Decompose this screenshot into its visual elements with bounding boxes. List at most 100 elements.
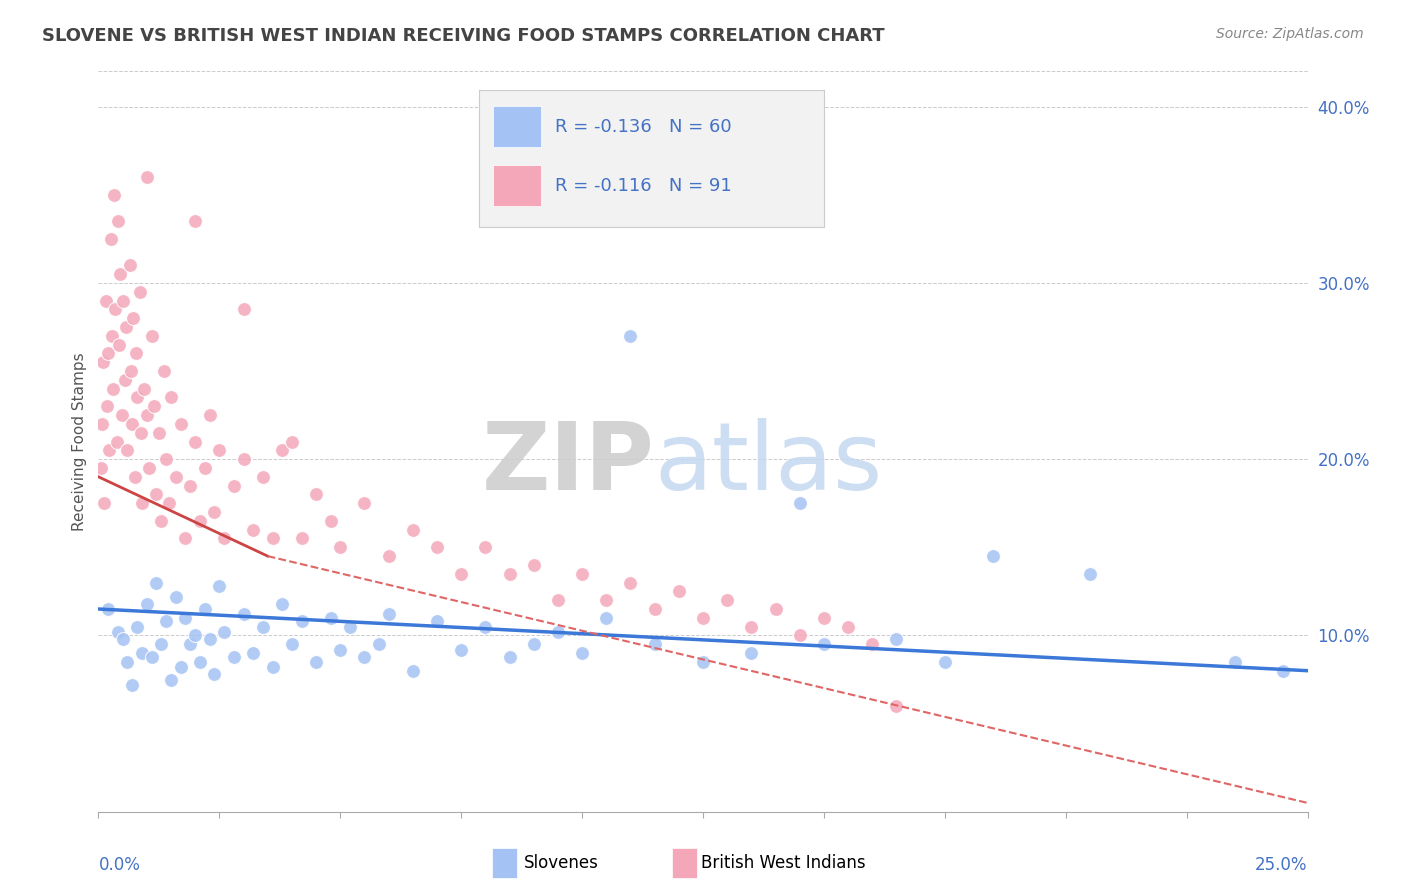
Point bbox=[271, 443, 294, 458]
Point bbox=[242, 646, 264, 660]
Point bbox=[204, 505, 226, 519]
Point bbox=[402, 664, 425, 678]
Point bbox=[619, 328, 641, 343]
Point bbox=[319, 514, 342, 528]
Point bbox=[101, 382, 124, 396]
Y-axis label: Receiving Food Stamps: Receiving Food Stamps bbox=[72, 352, 87, 531]
Point bbox=[125, 346, 148, 360]
Point bbox=[131, 496, 153, 510]
Point bbox=[135, 597, 157, 611]
Point bbox=[122, 311, 145, 326]
Point bbox=[232, 452, 254, 467]
Point bbox=[498, 566, 520, 581]
Point bbox=[118, 258, 141, 272]
Point bbox=[157, 496, 180, 510]
Point bbox=[837, 620, 859, 634]
Point bbox=[188, 514, 211, 528]
Point bbox=[94, 293, 117, 308]
Point bbox=[271, 597, 294, 611]
Point bbox=[290, 532, 312, 546]
Point bbox=[120, 364, 142, 378]
Point bbox=[184, 214, 207, 228]
Text: ZIP: ZIP bbox=[482, 417, 655, 509]
Point bbox=[547, 624, 569, 639]
FancyBboxPatch shape bbox=[672, 847, 697, 878]
Point bbox=[145, 575, 167, 590]
Point bbox=[97, 346, 120, 360]
Point bbox=[208, 579, 231, 593]
Point bbox=[339, 620, 361, 634]
Point bbox=[141, 328, 163, 343]
Point bbox=[474, 541, 496, 555]
Point bbox=[262, 532, 284, 546]
Point bbox=[281, 434, 304, 449]
Text: Slovenes: Slovenes bbox=[523, 854, 599, 871]
Point bbox=[232, 302, 254, 317]
Point bbox=[90, 461, 112, 475]
Point bbox=[860, 637, 883, 651]
Point bbox=[981, 549, 1004, 563]
Point bbox=[281, 637, 304, 651]
Point bbox=[353, 649, 375, 664]
Point bbox=[523, 637, 546, 651]
Point bbox=[184, 628, 207, 642]
Point bbox=[813, 611, 835, 625]
Point bbox=[145, 487, 167, 501]
Point bbox=[179, 478, 201, 492]
Point bbox=[789, 496, 811, 510]
Point bbox=[886, 632, 908, 646]
Point bbox=[1078, 566, 1101, 581]
Point bbox=[252, 620, 274, 634]
Point bbox=[160, 673, 183, 687]
Point bbox=[138, 461, 160, 475]
Point bbox=[194, 461, 217, 475]
Point bbox=[155, 452, 177, 467]
Point bbox=[571, 646, 593, 660]
Point bbox=[91, 417, 114, 431]
Point bbox=[692, 655, 714, 669]
Point bbox=[127, 391, 149, 405]
Point bbox=[402, 523, 425, 537]
FancyBboxPatch shape bbox=[492, 847, 517, 878]
Point bbox=[150, 637, 173, 651]
Point bbox=[547, 593, 569, 607]
Point bbox=[305, 487, 328, 501]
Point bbox=[152, 364, 174, 378]
Text: SLOVENE VS BRITISH WEST INDIAN RECEIVING FOOD STAMPS CORRELATION CHART: SLOVENE VS BRITISH WEST INDIAN RECEIVING… bbox=[42, 27, 884, 45]
Point bbox=[165, 470, 187, 484]
Point bbox=[426, 615, 449, 629]
Point bbox=[169, 660, 191, 674]
Point bbox=[101, 328, 124, 343]
Text: 25.0%: 25.0% bbox=[1256, 855, 1308, 874]
Point bbox=[135, 408, 157, 422]
Point bbox=[1272, 664, 1295, 678]
Point bbox=[107, 214, 129, 228]
Point bbox=[305, 655, 328, 669]
Point bbox=[222, 478, 245, 492]
Point bbox=[232, 607, 254, 622]
Text: British West Indians: British West Indians bbox=[702, 854, 866, 871]
Point bbox=[114, 373, 136, 387]
Point bbox=[135, 170, 157, 185]
Point bbox=[886, 698, 908, 713]
Point bbox=[97, 602, 120, 616]
Point bbox=[319, 611, 342, 625]
Point bbox=[104, 302, 127, 317]
Point bbox=[100, 232, 122, 246]
Point bbox=[368, 637, 391, 651]
Point bbox=[198, 408, 221, 422]
Point bbox=[174, 532, 197, 546]
Point bbox=[150, 514, 173, 528]
Point bbox=[329, 541, 352, 555]
Point bbox=[121, 678, 143, 692]
Point bbox=[329, 642, 352, 657]
Point bbox=[148, 425, 170, 440]
Point bbox=[117, 655, 139, 669]
Point bbox=[127, 620, 149, 634]
Point bbox=[103, 187, 125, 202]
Point bbox=[595, 593, 617, 607]
Point bbox=[134, 382, 156, 396]
Point bbox=[107, 624, 129, 639]
Point bbox=[179, 637, 201, 651]
Text: Source: ZipAtlas.com: Source: ZipAtlas.com bbox=[1216, 27, 1364, 41]
